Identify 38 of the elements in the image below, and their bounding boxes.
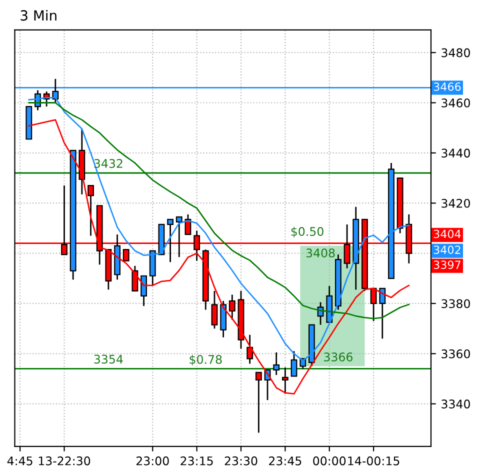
x-tick-label: 14-00:15 xyxy=(348,456,400,466)
text: 3397 xyxy=(434,260,460,270)
annotation: 3366 xyxy=(324,352,352,362)
candlestick xyxy=(255,372,262,434)
candlestick xyxy=(176,216,182,258)
y-tick-label: 3360 xyxy=(442,349,470,358)
candlestick xyxy=(140,275,147,307)
ref-line-label: 3354 xyxy=(94,354,123,364)
candlestick xyxy=(228,294,236,320)
y-tick-label: 3380 xyxy=(442,299,470,308)
ref-line-label: 3404 xyxy=(434,230,461,238)
x-tick-label: 23:15 xyxy=(180,456,213,466)
x-tick-label: 23:45 xyxy=(269,456,302,466)
annotation: $0.50 xyxy=(291,226,324,238)
candlestick xyxy=(246,334,254,364)
text: 3402 xyxy=(434,246,460,254)
y-tick-label: 3420 xyxy=(442,198,470,208)
candlestick xyxy=(122,248,130,262)
candlestick xyxy=(132,265,138,292)
x-tick-label: 23:00 xyxy=(136,456,169,466)
x-tick-label: 00:00 xyxy=(313,456,346,466)
x-tick-label: 13-22:30 xyxy=(38,456,90,466)
candlestick xyxy=(379,288,386,340)
chart-title: 3 Min xyxy=(20,10,56,21)
candlestick xyxy=(167,218,174,263)
candlestick xyxy=(370,288,377,322)
x-tick-label: 23:30 xyxy=(224,456,258,466)
x-tick-label: 4:45 xyxy=(7,456,32,466)
candlestick xyxy=(211,290,218,330)
candlestick xyxy=(273,352,280,376)
candlestick xyxy=(88,184,94,236)
y-tick-label: 3480 xyxy=(442,48,470,58)
y-tick-label: 3440 xyxy=(442,148,470,158)
annotation: 3408 xyxy=(306,248,335,258)
ref-line-label: 3466 xyxy=(434,82,461,91)
y-tick-label: 3340 xyxy=(442,400,470,408)
annotation: $0.78 xyxy=(190,354,222,366)
y-tick-label: 3460 xyxy=(442,98,470,108)
